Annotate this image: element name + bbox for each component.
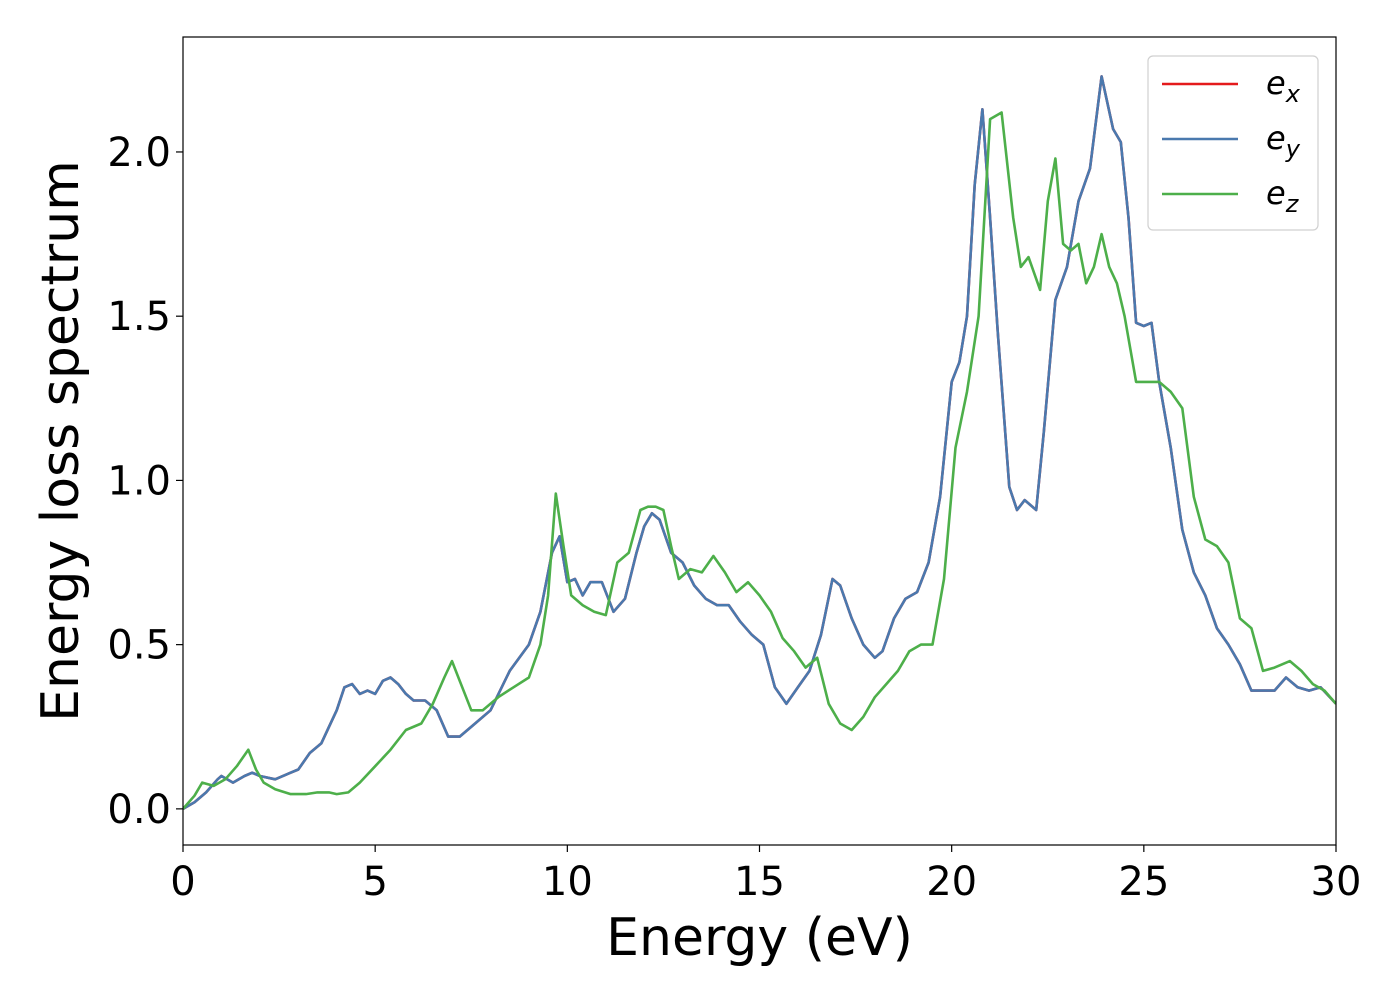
x-tick-label: 25 (1118, 859, 1169, 905)
y-axis-title: Energy loss spectrum (31, 160, 91, 722)
legend-label-x: ex (1266, 64, 1301, 108)
y-tick-label: 1.0 (107, 458, 171, 504)
x-tick-label: 20 (926, 859, 977, 905)
legend-label-y: ey (1266, 119, 1301, 163)
plot-area (183, 75, 1336, 811)
x-tick-label: 15 (734, 859, 785, 905)
series-line-z (183, 111, 1336, 810)
x-axis: 0 5 10 15 20 25 30 (170, 845, 1361, 905)
x-tick-label: 5 (362, 859, 387, 905)
y-tick-label: 0.5 (107, 623, 171, 669)
y-tick-label: 2.0 (107, 130, 171, 176)
legend-box (1147, 55, 1319, 231)
y-tick-label: 1.5 (107, 294, 171, 340)
y-axis: 0.0 0.5 1.0 1.5 2.0 (107, 130, 183, 833)
x-tick-label: 10 (542, 859, 593, 905)
x-tick-label: 0 (170, 859, 195, 905)
legend-label-z: ez (1266, 174, 1300, 218)
x-tick-label: 30 (1311, 859, 1362, 905)
series-layer (183, 75, 1336, 811)
y-tick-label: 0.0 (107, 787, 171, 833)
legend: ex ey ez (1147, 55, 1319, 231)
series-line-y (183, 75, 1336, 811)
x-axis-title: Energy (eV) (606, 908, 913, 968)
